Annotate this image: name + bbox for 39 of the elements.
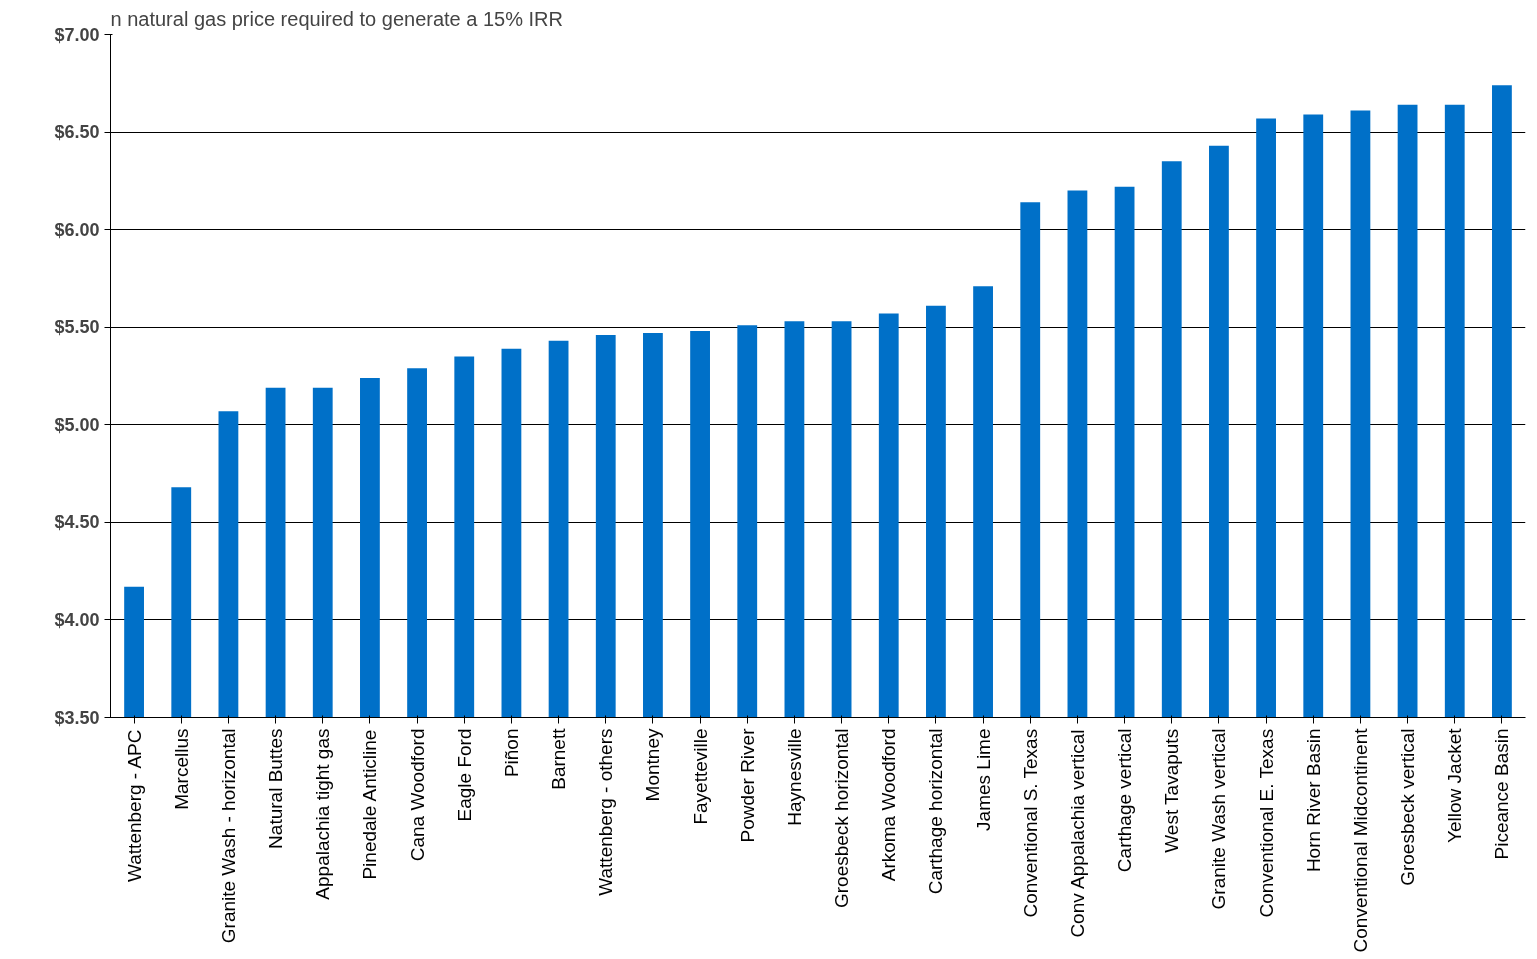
x-tick-label: Conventional S. Texas bbox=[1019, 728, 1041, 918]
x-tick-label: Horn River Basin bbox=[1302, 728, 1324, 873]
x-tick-label: Fayetteville bbox=[689, 728, 711, 825]
y-tick-label: $7.00 bbox=[54, 24, 100, 45]
x-tick-label: West Tavaputs bbox=[1161, 728, 1183, 853]
y-tick-label: $3.50 bbox=[54, 707, 100, 728]
x-tick-label: Conventional E. Texas bbox=[1255, 728, 1277, 918]
x-tick-label: Barnett bbox=[548, 727, 570, 790]
y-tick-label: $5.50 bbox=[54, 317, 100, 338]
x-tick-label: Piceance Basin bbox=[1491, 728, 1513, 860]
x-tick-label: Conventional Midcontinent bbox=[1349, 727, 1371, 953]
x-tick-label: Carthage vertical bbox=[1114, 728, 1136, 873]
x-tick-label: Marcellus bbox=[170, 728, 192, 810]
x-tick-label: Carthage horizontal bbox=[925, 728, 947, 895]
x-tick-label: Appalachia tight gas bbox=[312, 728, 334, 900]
y-tick-label: $4.50 bbox=[54, 512, 100, 533]
chart-title: n natural gas price required to generate a 15% IRR bbox=[110, 7, 563, 30]
x-tick-label: Cana Woodford bbox=[406, 728, 428, 862]
x-tick-label: Natural Buttes bbox=[265, 728, 287, 849]
x-tick-label: Granite Wash - horizontal bbox=[217, 728, 239, 944]
x-tick-label: Groesbeck horizontal bbox=[831, 728, 853, 909]
x-tick-label: Piñon bbox=[500, 728, 522, 778]
x-tick-label: Yellow Jacket bbox=[1444, 727, 1466, 843]
x-tick-label: Conv Appalachia vertical bbox=[1066, 729, 1088, 938]
x-tick-label: Haynesville bbox=[783, 728, 805, 826]
x-tick-label: Groesbeck vertical bbox=[1397, 728, 1419, 886]
y-tick-label: $4.00 bbox=[54, 609, 100, 630]
x-tick-label: Eagle Ford bbox=[453, 728, 475, 822]
y-tick-label: $5.00 bbox=[54, 414, 100, 435]
x-tick-label: Montney bbox=[642, 728, 664, 802]
x-tick-label: Arkoma Woodford bbox=[878, 728, 900, 882]
x-tick-label: James Lime bbox=[972, 728, 994, 831]
x-tick-label: Powder River bbox=[736, 727, 758, 843]
x-tick-label: Pinedale Anticline bbox=[359, 729, 381, 880]
x-tick-label: Wattenberg - APC bbox=[123, 729, 145, 882]
x-tick-label: Wattenberg - others bbox=[595, 728, 617, 896]
y-tick-label: $6.50 bbox=[54, 122, 100, 143]
x-tick-label: Granite Wash vertical bbox=[1208, 728, 1230, 910]
y-tick-label: $6.00 bbox=[54, 219, 100, 240]
